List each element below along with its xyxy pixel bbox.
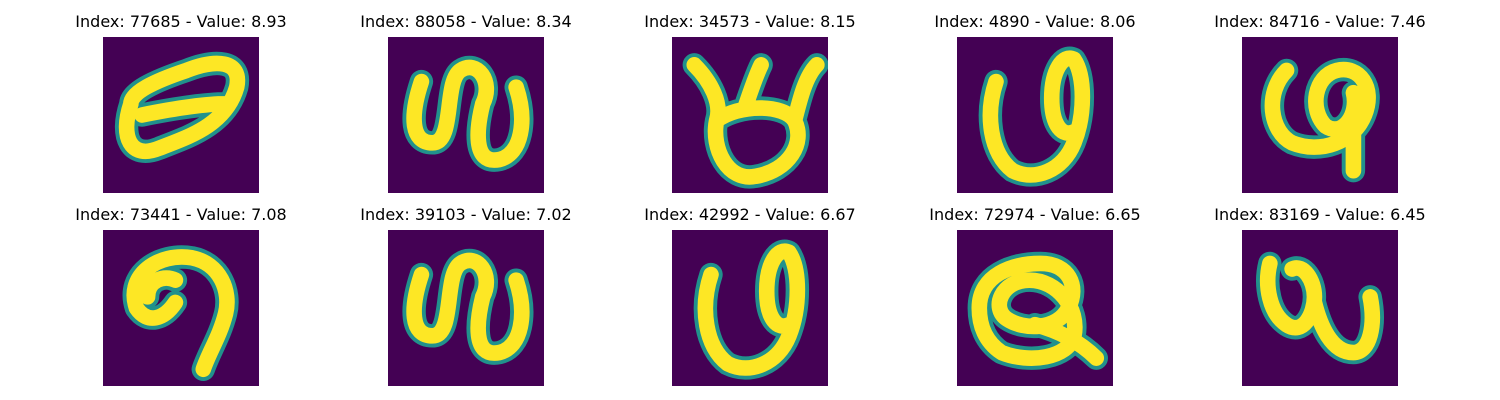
digit-stroke	[126, 249, 235, 378]
digit-image	[103, 230, 259, 386]
digit-image	[1242, 230, 1398, 386]
panel-title: Index: 39103 - Value: 7.02	[360, 205, 572, 224]
panel-title: Index: 88058 - Value: 8.34	[360, 12, 572, 31]
digit-image	[957, 37, 1113, 193]
digit-stroke	[1264, 61, 1376, 179]
digit-stroke	[1259, 255, 1381, 361]
digit-stroke	[118, 55, 246, 160]
digit-stroke	[982, 50, 1091, 183]
panel-title: Index: 42992 - Value: 6.67	[644, 205, 856, 224]
panel-title: Index: 77685 - Value: 8.93	[75, 12, 287, 31]
digit-stroke	[406, 59, 530, 168]
digit-image	[1242, 37, 1398, 193]
panel-title: Index: 73441 - Value: 7.08	[75, 205, 287, 224]
digit-image	[103, 37, 259, 193]
digit-image	[672, 230, 828, 386]
panel-title: Index: 4890 - Value: 8.06	[934, 12, 1136, 31]
digit-image	[672, 37, 828, 193]
digit-stroke	[406, 252, 530, 361]
digit-image	[388, 230, 544, 386]
digit-stroke	[971, 255, 1105, 366]
digit-stroke	[686, 57, 825, 185]
panel-title: Index: 34573 - Value: 8.15	[644, 12, 856, 31]
panel-title: Index: 72974 - Value: 6.65	[929, 205, 1141, 224]
panel-title: Index: 83169 - Value: 6.45	[1214, 205, 1426, 224]
digit-image	[388, 37, 544, 193]
panel-title: Index: 84716 - Value: 7.46	[1214, 12, 1426, 31]
digit-stroke	[697, 243, 806, 376]
digit-image	[957, 230, 1113, 386]
